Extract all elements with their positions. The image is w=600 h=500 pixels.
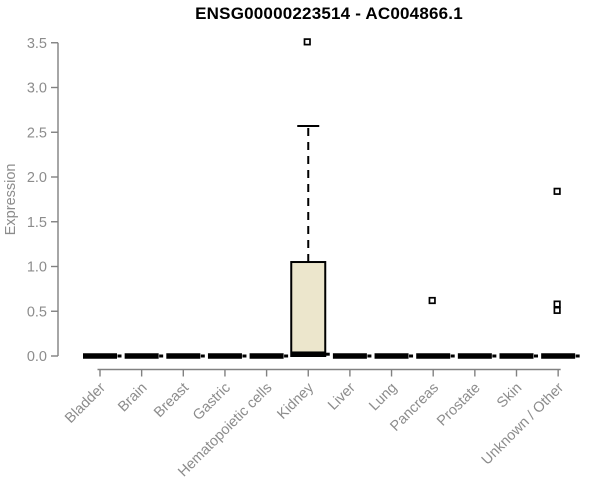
- x-tick-label-prostate: Prostate: [434, 380, 483, 429]
- median-lung: [374, 353, 409, 359]
- x-tick-label-lung: Lung: [366, 380, 400, 414]
- median-kidney: [291, 351, 326, 357]
- x-tick-label-liver: Liver: [325, 380, 359, 414]
- box-kidney: [290, 261, 327, 357]
- median-end-kidney: [325, 352, 330, 356]
- median-end-liver: [367, 354, 372, 358]
- median-skin: [499, 353, 534, 359]
- x-tick-label-kidney: Kidney: [274, 379, 317, 422]
- median-end-unknown-other: [575, 354, 580, 358]
- y-tick-label: 1.5: [27, 215, 47, 231]
- y-tick-label: 3.0: [27, 81, 47, 97]
- median-pancreas: [416, 353, 451, 359]
- x-tick-label-skin: Skin: [494, 380, 525, 411]
- y-tick-label: 3.5: [27, 36, 47, 52]
- y-tick-label: 2.5: [27, 125, 47, 141]
- median-end-gastric: [242, 354, 247, 358]
- median-gastric: [207, 353, 242, 359]
- outlier-unknown-other: [553, 306, 561, 314]
- median-end-breast: [200, 354, 205, 358]
- outlier-unknown-other: [553, 300, 561, 308]
- y-tick-label: 1.0: [27, 260, 47, 276]
- median-end-prostate: [492, 354, 497, 358]
- median-liver: [332, 353, 367, 359]
- median-prostate: [457, 353, 492, 359]
- x-tick-label-brain: Brain: [115, 380, 150, 415]
- median-breast: [166, 353, 201, 359]
- median-hematopoietic-cells: [249, 353, 284, 359]
- median-end-bladder: [117, 354, 122, 358]
- median-end-brain: [159, 354, 164, 358]
- y-tick-label: 0.5: [27, 304, 47, 320]
- median-brain: [124, 353, 159, 359]
- median-end-skin: [534, 354, 538, 358]
- y-tick-label: 0.0: [27, 349, 47, 365]
- median-bladder: [83, 353, 117, 359]
- outlier-unknown-other: [553, 187, 561, 195]
- median-unknown-other: [541, 353, 576, 359]
- chart-title: ENSG00000223514 - AC004866.1: [195, 4, 463, 23]
- x-tick-label-bladder: Bladder: [62, 380, 109, 427]
- y-tick-label: 2.0: [27, 170, 47, 186]
- x-tick-label-breast: Breast: [151, 380, 192, 421]
- median-end-pancreas: [450, 354, 455, 358]
- median-end-lung: [409, 354, 414, 358]
- y-axis-title: Expression: [3, 164, 19, 236]
- outlier-pancreas: [428, 296, 436, 305]
- median-end-hematopoietic-cells: [284, 354, 289, 358]
- outlier-kidney: [303, 38, 311, 46]
